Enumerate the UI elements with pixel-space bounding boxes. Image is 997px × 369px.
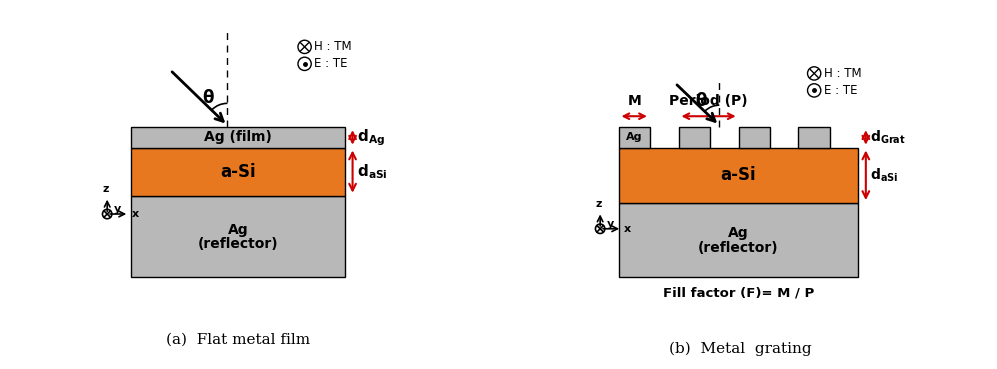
Bar (618, 203, 858, 277)
Text: Period (P): Period (P) (669, 94, 748, 108)
Text: $\mathbf{\theta}$: $\mathbf{\theta}$ (695, 92, 708, 110)
Text: z: z (102, 184, 109, 194)
Text: z: z (595, 199, 601, 208)
Text: y: y (607, 219, 614, 229)
Bar (618, 127, 650, 148)
Text: Ag: Ag (626, 132, 642, 142)
Text: y: y (114, 204, 121, 214)
Bar (799, 127, 830, 148)
Text: Ag: Ag (228, 223, 248, 237)
Text: x: x (132, 209, 139, 219)
Text: M: M (627, 94, 641, 108)
Bar (679, 127, 710, 148)
Text: Fill factor (F)= M / P: Fill factor (F)= M / P (663, 287, 815, 300)
Text: x: x (624, 224, 631, 234)
Text: (b)  Metal  grating: (b) Metal grating (669, 342, 812, 356)
Bar (132, 148, 345, 196)
Text: Ag (film): Ag (film) (204, 131, 272, 144)
Text: (reflector): (reflector) (197, 237, 278, 251)
Text: (a)  Flat metal film: (a) Flat metal film (166, 332, 310, 346)
Text: E : TE: E : TE (314, 57, 348, 70)
Text: a-Si: a-Si (220, 163, 256, 180)
Text: Ag: Ag (728, 226, 749, 240)
Text: $\mathbf{d_{aSi}}$: $\mathbf{d_{aSi}}$ (357, 162, 388, 181)
Text: E : TE: E : TE (824, 84, 857, 97)
Text: a-Si: a-Si (721, 166, 757, 184)
Text: (reflector): (reflector) (698, 241, 779, 255)
Text: $\mathbf{d_{Grat}}$: $\mathbf{d_{Grat}}$ (870, 129, 906, 146)
Text: $\mathbf{d_{Ag}}$: $\mathbf{d_{Ag}}$ (357, 127, 385, 148)
Text: H : TM: H : TM (824, 67, 861, 80)
Bar (132, 196, 345, 277)
Bar (618, 148, 858, 203)
Text: $\mathbf{d_{aSi}}$: $\mathbf{d_{aSi}}$ (870, 166, 898, 184)
Text: $\mathbf{\theta}$: $\mathbf{\theta}$ (202, 89, 214, 107)
Bar (132, 127, 345, 148)
Bar (739, 127, 770, 148)
Text: H : TM: H : TM (314, 40, 352, 54)
